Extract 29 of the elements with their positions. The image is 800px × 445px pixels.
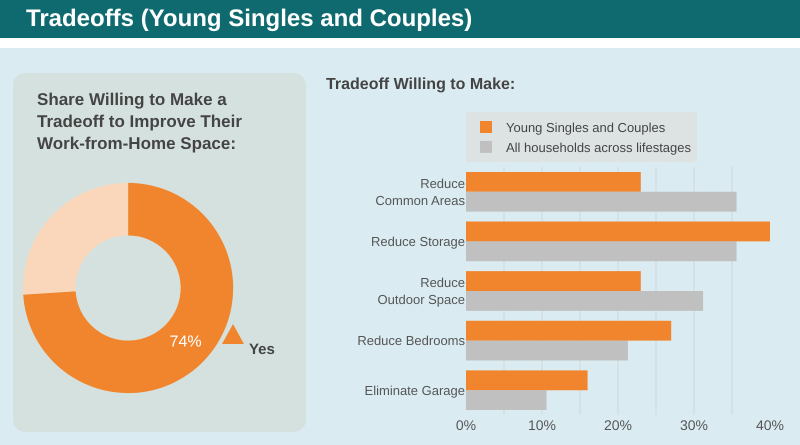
- bar: [466, 172, 641, 192]
- bar: [466, 192, 737, 212]
- x-tick-label: 10%: [528, 417, 556, 433]
- bar: [466, 370, 588, 390]
- bar: [466, 241, 737, 262]
- x-tick-label: 30%: [680, 417, 708, 433]
- donut-slice: [23, 182, 128, 295]
- y-tick-label: Reduce Storage: [371, 234, 465, 249]
- y-tick-label: Reduce Outdoor Space: [378, 275, 465, 307]
- x-tick-label: 0%: [456, 417, 476, 433]
- bar: [466, 271, 641, 291]
- data-label: 74%: [170, 333, 202, 350]
- y-tick-label: Eliminate Garage: [364, 382, 465, 398]
- y-tick-label: Reduce Common Areas: [375, 176, 466, 208]
- chart-title: Share Willing to Make a Tradeoff to Improve Their Work-from-Home Space:: [37, 89, 243, 155]
- x-tick-label: 40%: [756, 417, 784, 433]
- legend-label: Young Singles and Couples: [506, 120, 666, 136]
- bar: [466, 320, 672, 341]
- chart-title: Tradeoff Willing to Make:: [326, 76, 516, 94]
- donut-slice: [23, 182, 234, 394]
- y-tick-label: Reduce Bedrooms: [357, 333, 466, 348]
- bar: [466, 390, 547, 410]
- bar: [466, 222, 770, 242]
- bar: [466, 291, 704, 311]
- x-tick-label: 20%: [604, 417, 632, 433]
- text: Tradeoffs (Young Singles and Couples): [0, 0, 800, 48]
- legend-label: All households across lifestages: [506, 140, 692, 155]
- slice-label: Yes: [249, 341, 275, 358]
- bar: [466, 340, 628, 360]
